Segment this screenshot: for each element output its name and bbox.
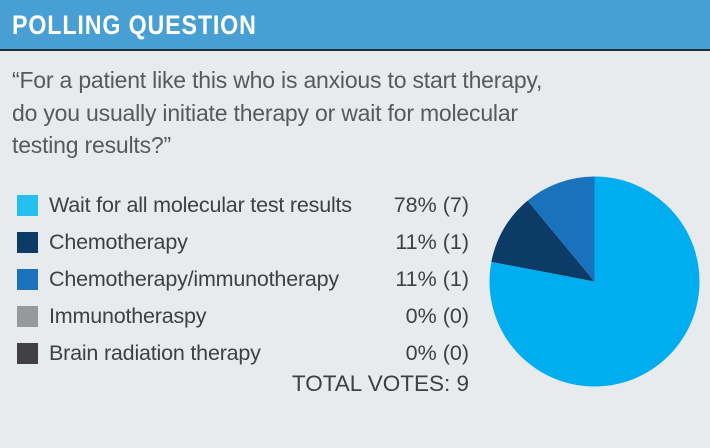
legend-label: Chemotherapy <box>49 229 188 254</box>
total-votes-row: TOTAL VOTES: 9 <box>17 371 469 396</box>
legend-value: 0% (0) <box>405 303 469 328</box>
legend-item: Wait for all molecular test results 78% … <box>17 192 469 217</box>
legend-label: Wait for all molecular test results <box>49 192 352 217</box>
legend-swatch-icon <box>17 194 38 216</box>
question-text: “For a patient like this who is anxious … <box>12 67 543 158</box>
legend-value: 78% (7) <box>393 192 469 217</box>
legend-item: Brain radiation therapy 0% (0) <box>17 340 469 365</box>
legend-value: 11% (1) <box>395 229 469 254</box>
legend-swatch-icon <box>17 305 38 327</box>
legend-swatch-icon <box>17 231 38 253</box>
legend-label: Chemotherapy/immunotherapy <box>49 266 339 291</box>
legend-value: 0% (0) <box>405 340 469 365</box>
pie-slice-2 <box>527 176 595 282</box>
legend-swatch-icon <box>17 268 38 290</box>
pie-slice-0 <box>489 176 700 387</box>
total-votes: TOTAL VOTES: 9 <box>291 371 469 396</box>
legend-item: Immunotheraspy 0% (0) <box>17 303 469 328</box>
page-title: POLLING QUESTION <box>12 10 257 40</box>
legend-label: Brain radiation therapy <box>49 340 261 365</box>
legend-value: 11% (1) <box>395 266 469 291</box>
pie-chart <box>489 176 700 387</box>
legend: Wait for all molecular test results 78% … <box>17 192 469 396</box>
legend-swatch-icon <box>17 342 38 364</box>
pie-slice-1 <box>491 200 595 282</box>
legend-label: Immunotheraspy <box>49 303 207 328</box>
legend-item: Chemotherapy/immunotherapy 11% (1) <box>17 266 469 291</box>
header-banner: POLLING QUESTION <box>0 0 710 51</box>
legend-item: Chemotherapy 11% (1) <box>17 229 469 254</box>
